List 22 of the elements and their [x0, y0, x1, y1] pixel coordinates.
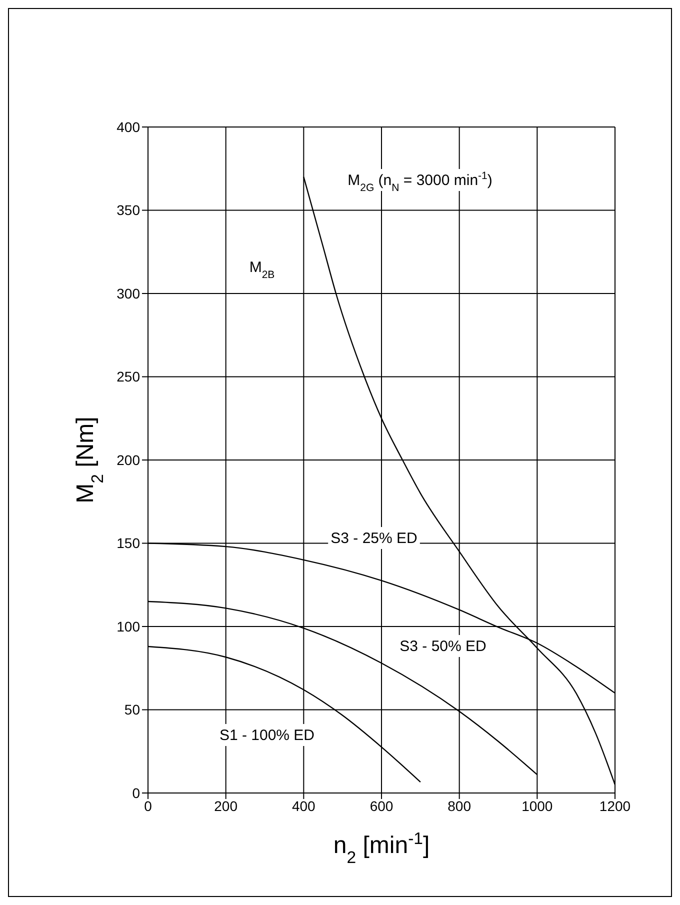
y-tick-label: 100	[116, 618, 140, 634]
x-tick-label: 0	[144, 798, 152, 814]
x-tick-label: 400	[292, 798, 316, 814]
x-tick-label: 1200	[599, 798, 631, 814]
annotation: M$_{2B}$	[249, 259, 275, 281]
y-tick-label: 400	[116, 118, 140, 135]
series-label: S1 - 100% ED	[219, 727, 315, 744]
x-tick-label: 1000	[522, 798, 553, 814]
y-tick-label: 150	[116, 535, 140, 552]
y-tick-label: 300	[116, 285, 140, 302]
x-tick-label: 200	[214, 798, 238, 814]
x-axis-title: n$_{2}$ [min$^{-1}$]	[333, 828, 430, 866]
y-tick-label: 50	[124, 702, 140, 718]
text: M$_{2G}$ (n$_{N}$ = 3000 min$^{-1}$)	[348, 170, 492, 194]
y-tick-label: 350	[116, 202, 140, 218]
y-tick-label: 250	[116, 368, 140, 385]
y-tick-label: 200	[116, 452, 140, 468]
series-label: S3 - 50% ED	[400, 638, 487, 655]
series-label: S3 - 25% ED	[330, 530, 418, 547]
x-tick-label: 800	[448, 798, 472, 814]
x-tick-label: 600	[370, 798, 394, 814]
y-tick-label: 0	[132, 784, 140, 801]
